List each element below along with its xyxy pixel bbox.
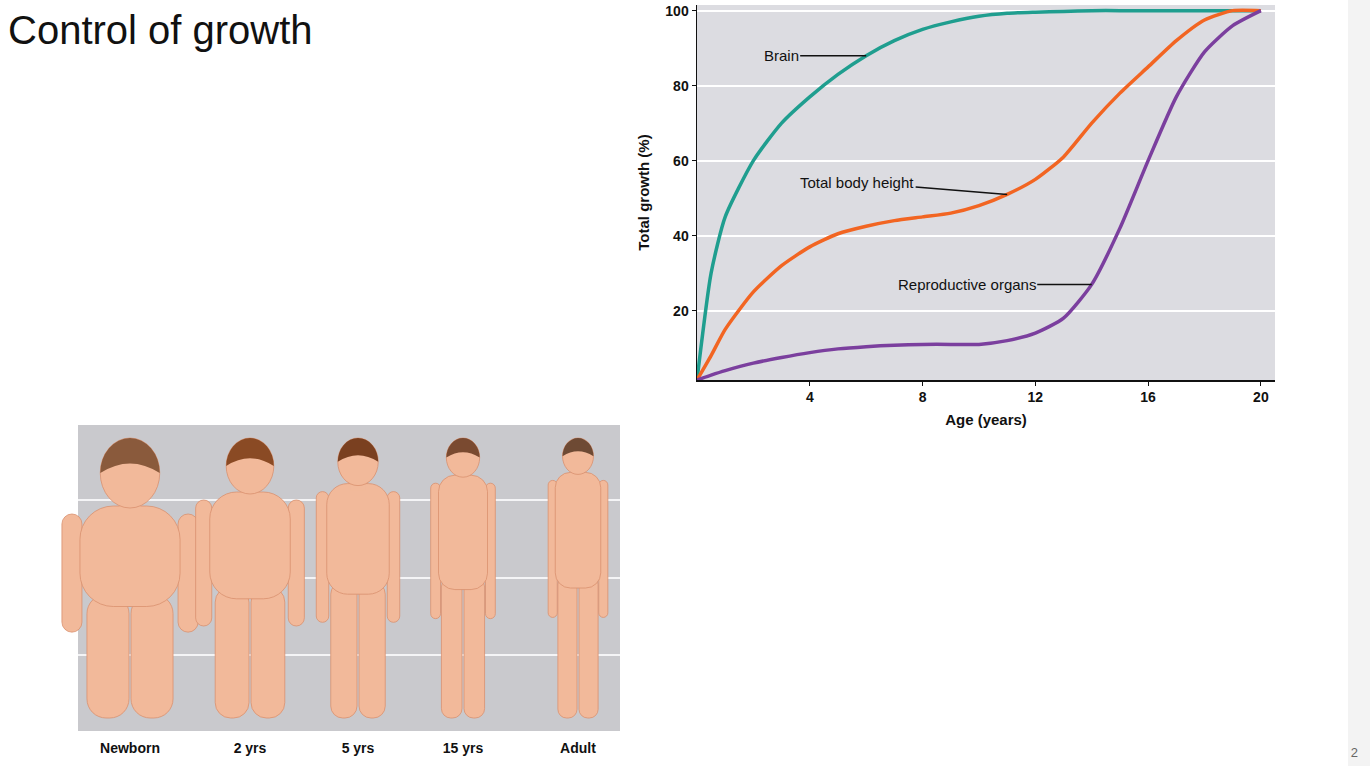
svg-text:20: 20	[673, 303, 689, 319]
svg-text:20: 20	[1253, 389, 1269, 405]
svg-text:Total growth (%): Total growth (%)	[635, 134, 652, 250]
svg-text:15 yrs: 15 yrs	[443, 740, 484, 756]
svg-text:40: 40	[673, 228, 689, 244]
svg-text:4: 4	[806, 389, 814, 405]
svg-text:8: 8	[919, 389, 927, 405]
svg-text:Age (years): Age (years)	[945, 411, 1027, 428]
html-text:2: 2	[1350, 745, 1358, 760]
svg-text:5 yrs: 5 yrs	[342, 740, 375, 756]
svg-text:60: 60	[673, 153, 689, 169]
svg-text:Newborn: Newborn	[100, 740, 160, 756]
svg-text:Brain: Brain	[764, 47, 799, 64]
svg-text:100: 100	[665, 3, 689, 19]
html-text:Control of growth: Control of growth	[8, 8, 313, 52]
svg-text:Reproductive organs: Reproductive organs	[898, 276, 1036, 293]
svg-text:16: 16	[1140, 389, 1156, 405]
svg-text:2 yrs: 2 yrs	[234, 740, 267, 756]
svg-text:80: 80	[673, 78, 689, 94]
svg-text:Adult: Adult	[560, 740, 596, 756]
svg-text:Total body height: Total body height	[800, 174, 914, 191]
svg-text:12: 12	[1028, 389, 1044, 405]
